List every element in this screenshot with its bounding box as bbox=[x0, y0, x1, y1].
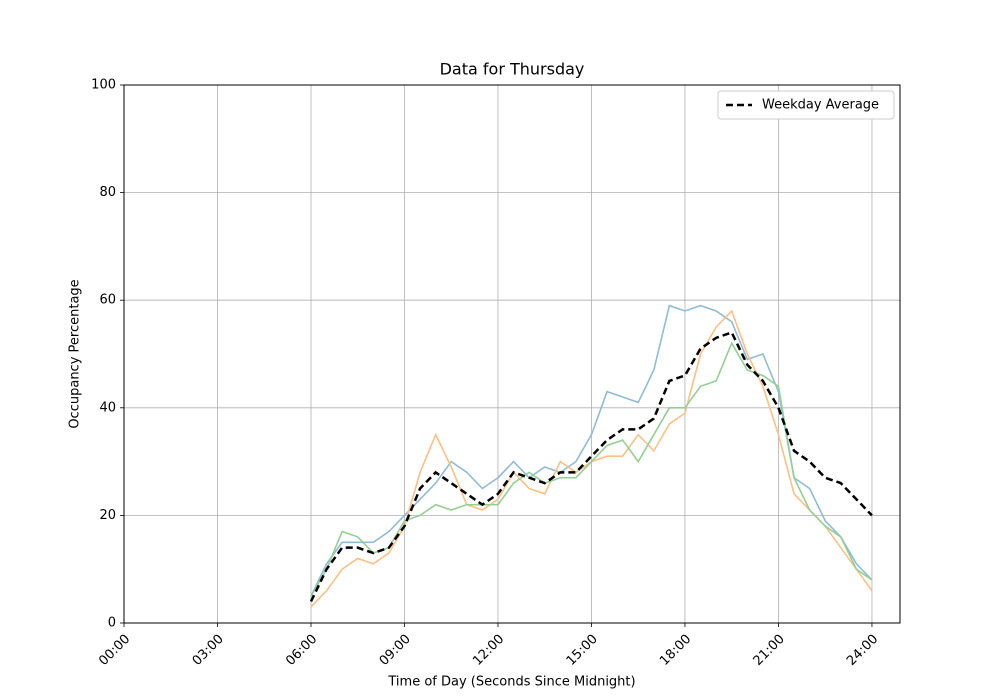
x-tick-label: 09:00 bbox=[377, 632, 414, 669]
y-tick-label: 80 bbox=[99, 185, 116, 200]
data-line bbox=[309, 330, 873, 603]
x-tick-label: 24:00 bbox=[844, 632, 881, 669]
y-tick-label: 60 bbox=[99, 293, 116, 308]
y-tick-label: 100 bbox=[91, 78, 116, 93]
x-tick-label: 21:00 bbox=[751, 632, 788, 669]
legend-label: Weekday Average bbox=[762, 98, 879, 113]
plot-frame bbox=[123, 84, 901, 624]
y-tick-label: 0 bbox=[108, 616, 116, 631]
data-line bbox=[310, 304, 873, 597]
x-tick-label: 00:00 bbox=[96, 632, 133, 669]
y-tick-label: 20 bbox=[99, 508, 116, 523]
y-tick-label: 40 bbox=[99, 400, 116, 415]
x-tick-label: 06:00 bbox=[283, 632, 320, 669]
x-axis-label: Time of Day (Seconds Since Midnight) bbox=[387, 675, 635, 690]
x-tick-label: 15:00 bbox=[564, 632, 601, 669]
legend-box bbox=[717, 90, 895, 120]
chart-title: Data for Thursday bbox=[440, 60, 585, 79]
y-axis-label: Occupancy Percentage bbox=[68, 279, 83, 428]
x-tick-label: 03:00 bbox=[190, 632, 227, 669]
x-tick-label: 18:00 bbox=[657, 632, 694, 669]
data-line bbox=[310, 341, 873, 597]
x-tick-label: 12:00 bbox=[470, 632, 507, 669]
